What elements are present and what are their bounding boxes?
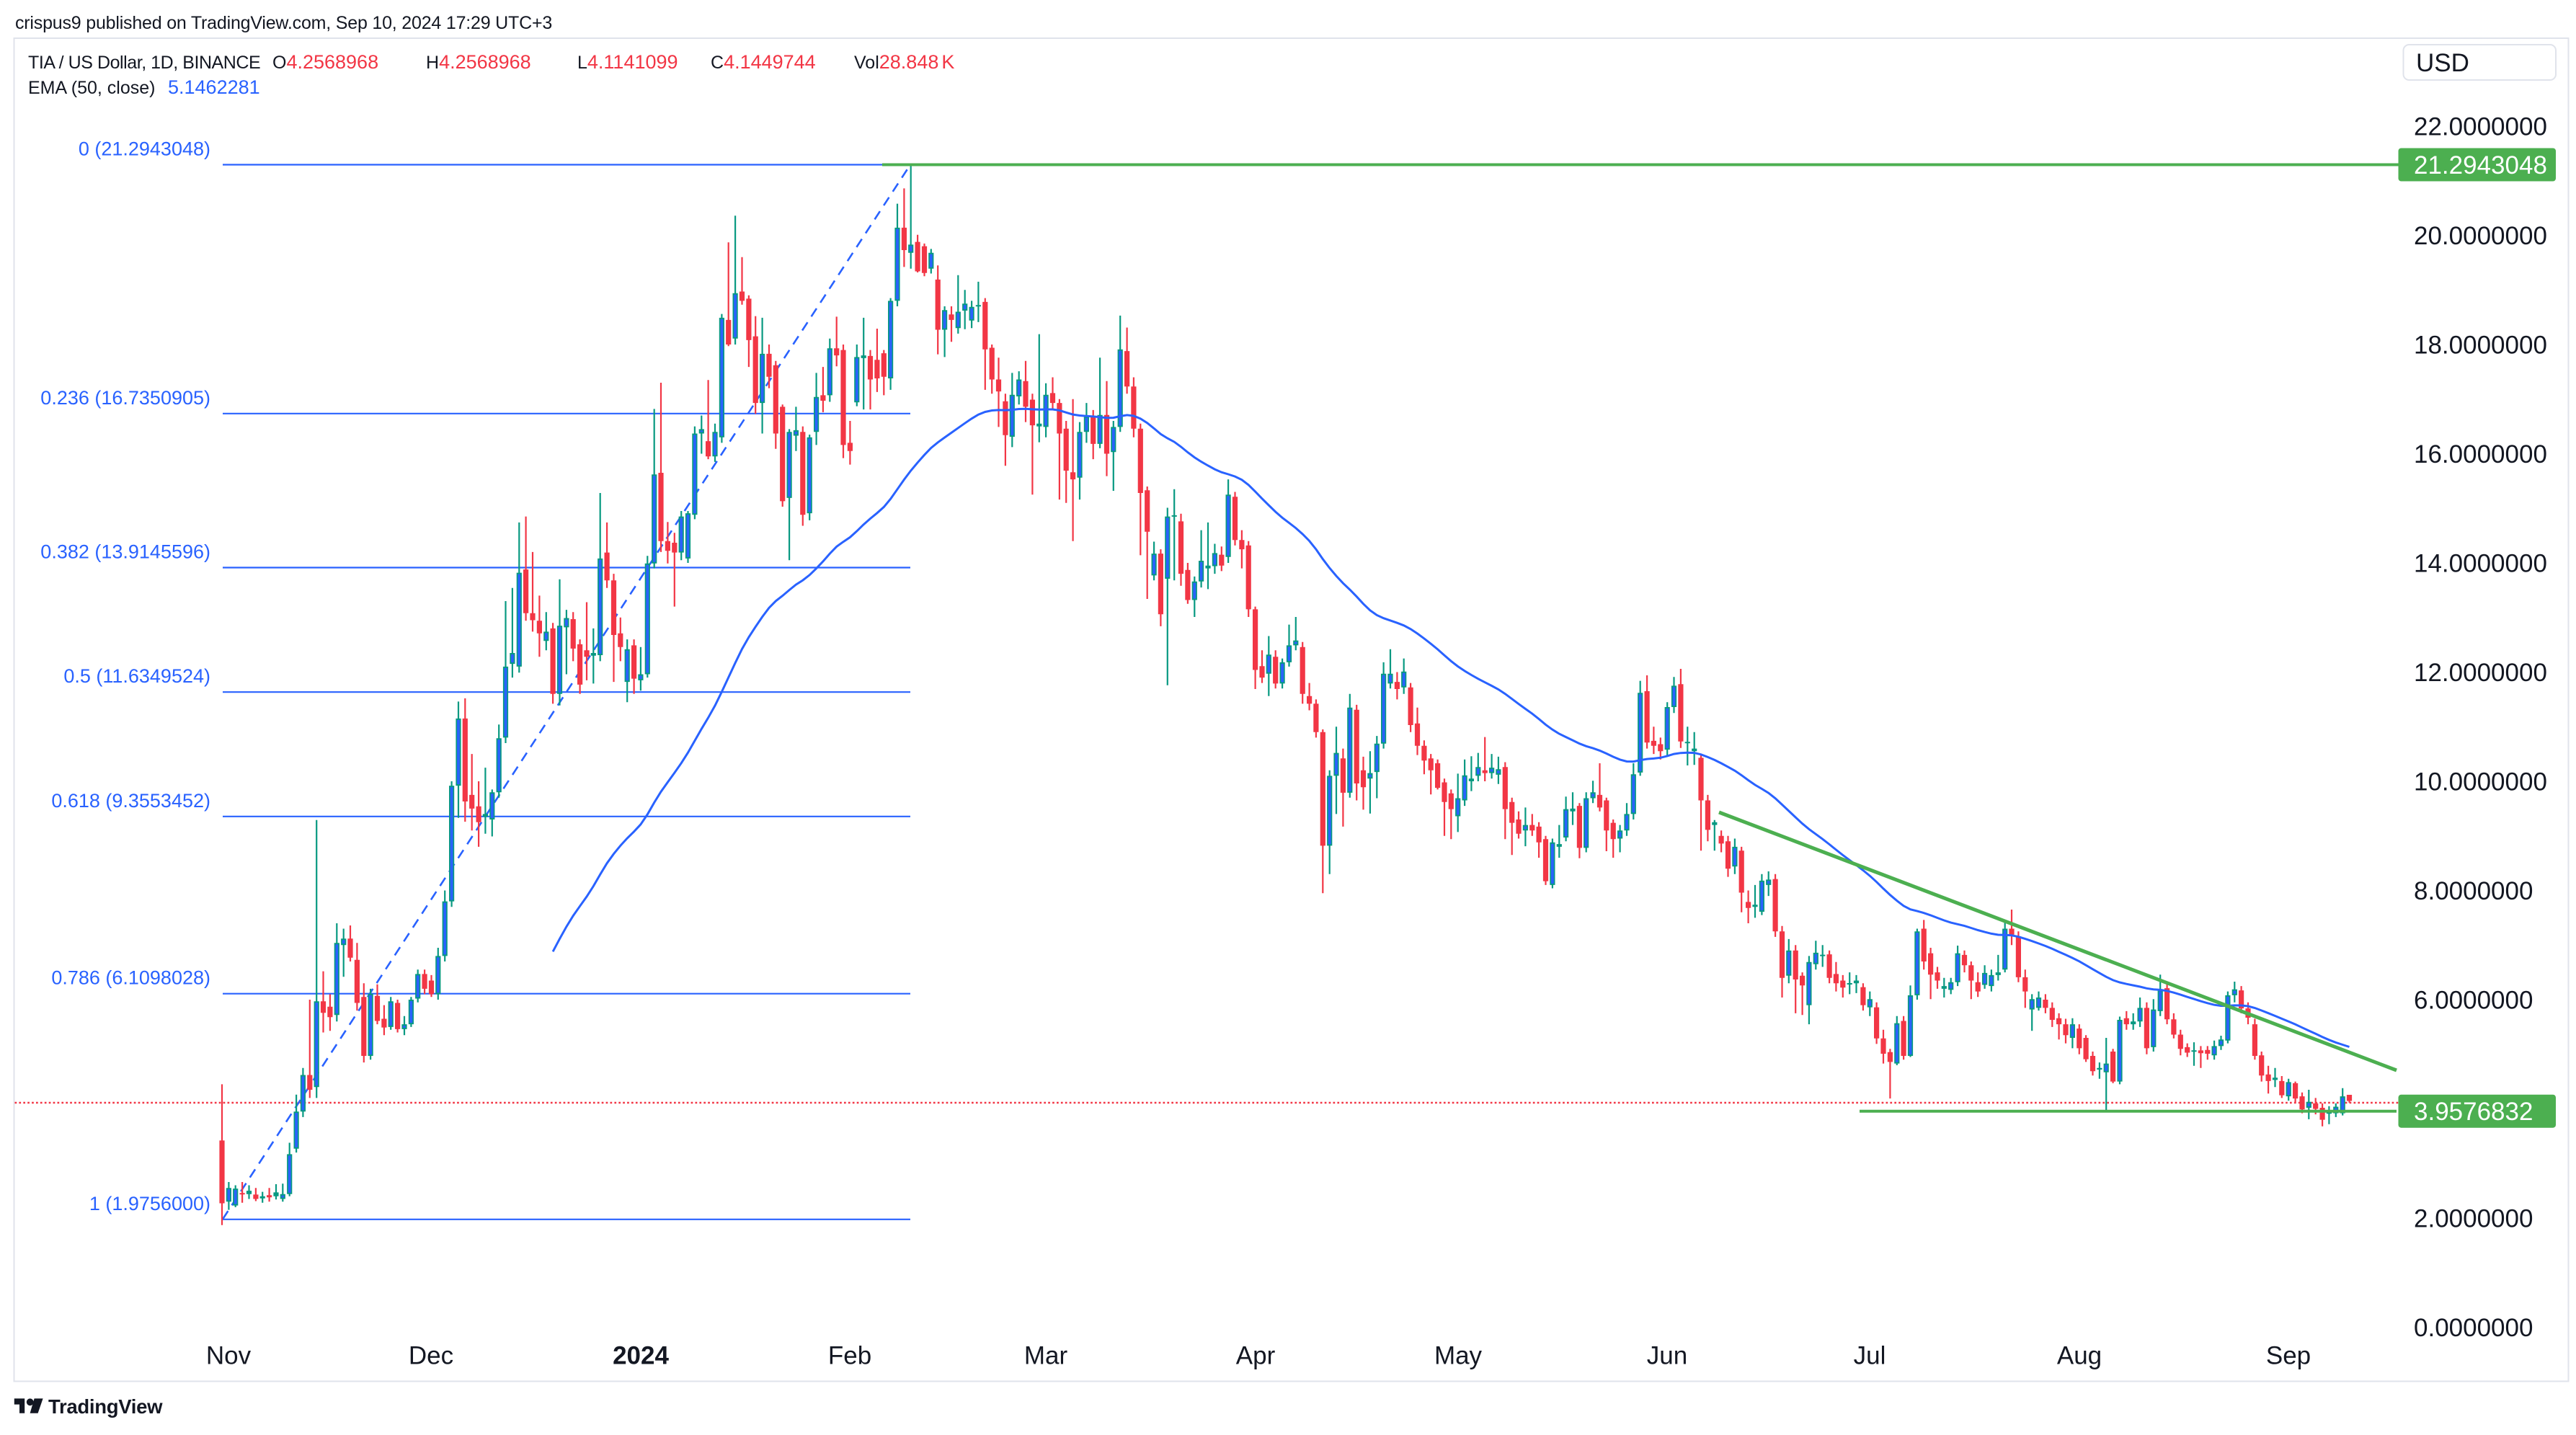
svg-text:0.5 (11.6349524): 0.5 (11.6349524) [63,665,210,687]
svg-text:22.0000000: 22.0000000 [2414,113,2547,141]
svg-text:Feb: Feb [828,1342,871,1370]
svg-text:12.0000000: 12.0000000 [2414,659,2547,687]
svg-text:Nov: Nov [206,1342,252,1370]
svg-text:10.0000000: 10.0000000 [2414,768,2547,796]
svg-text:8.0000000: 8.0000000 [2414,877,2533,905]
svg-text:Jul: Jul [1854,1342,1886,1370]
svg-text:21.2943048: 21.2943048 [2414,151,2547,179]
svg-text:Sep: Sep [2266,1342,2311,1370]
svg-text:18.0000000: 18.0000000 [2414,332,2547,360]
svg-text:May: May [1434,1342,1483,1370]
svg-text:Aug: Aug [2057,1342,2102,1370]
svg-text:TradingView: TradingView [48,1395,163,1418]
svg-text:0.236 (16.7350905): 0.236 (16.7350905) [40,387,210,409]
svg-text:0.618 (9.3553452): 0.618 (9.3553452) [51,790,210,812]
svg-text:USD: USD [2416,49,2469,77]
svg-text:2.0000000: 2.0000000 [2414,1205,2533,1233]
svg-text:EMA (50, close)5.1462281: EMA (50, close) 5.1462281 [28,76,260,98]
svg-text:1 (1.9756000): 1 (1.9756000) [89,1193,210,1214]
svg-text:20.0000000: 20.0000000 [2414,222,2547,250]
svg-text:Dec: Dec [409,1342,453,1370]
svg-text:14.0000000: 14.0000000 [2414,550,2547,578]
svg-text:0.786 (6.1098028): 0.786 (6.1098028) [51,967,210,989]
svg-text:6.0000000: 6.0000000 [2414,987,2533,1015]
svg-text:Jun: Jun [1647,1342,1687,1370]
svg-text:0.0000000: 0.0000000 [2414,1314,2533,1342]
svg-text:3.9576832: 3.9576832 [2414,1098,2533,1126]
svg-text:Mar: Mar [1024,1342,1068,1370]
svg-text:16.0000000: 16.0000000 [2414,440,2547,468]
svg-text:0.382 (13.9145596): 0.382 (13.9145596) [40,541,210,563]
svg-text:crispus9 published on TradingV: crispus9 published on TradingView.com, S… [15,13,552,33]
svg-text:0 (21.2943048): 0 (21.2943048) [79,138,210,160]
svg-text:2024: 2024 [613,1342,669,1370]
svg-text:Apr: Apr [1236,1342,1276,1370]
